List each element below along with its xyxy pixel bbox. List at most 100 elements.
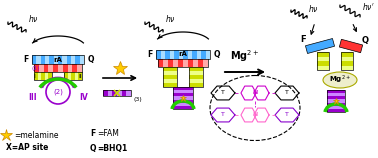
- Text: =FAM: =FAM: [97, 128, 119, 137]
- Text: T: T: [285, 91, 289, 95]
- Bar: [178, 59, 183, 67]
- Text: X=AP site: X=AP site: [6, 143, 48, 152]
- Bar: [183, 59, 188, 67]
- Text: (2): (2): [53, 89, 63, 95]
- Text: M: M: [252, 91, 258, 95]
- Bar: [173, 100, 193, 103]
- Bar: [126, 90, 131, 96]
- Bar: [58, 64, 63, 72]
- Bar: [158, 59, 208, 67]
- Bar: [188, 59, 193, 67]
- Bar: [77, 64, 82, 72]
- Bar: [34, 72, 52, 80]
- Bar: [78, 72, 82, 80]
- Bar: [163, 83, 177, 87]
- Bar: [34, 64, 39, 72]
- Bar: [327, 93, 345, 96]
- Bar: [75, 55, 80, 64]
- Bar: [189, 67, 203, 87]
- Text: Q: Q: [90, 143, 96, 152]
- Bar: [71, 72, 75, 80]
- Bar: [64, 72, 82, 80]
- Bar: [341, 57, 353, 61]
- Bar: [341, 52, 353, 70]
- Text: Mg$^{2+}$: Mg$^{2+}$: [329, 74, 351, 86]
- Text: (3): (3): [133, 97, 142, 102]
- Bar: [178, 50, 183, 59]
- Bar: [327, 103, 345, 106]
- Text: I: I: [33, 73, 35, 79]
- Polygon shape: [305, 39, 335, 54]
- Bar: [173, 87, 193, 90]
- Text: rA: rA: [54, 57, 62, 63]
- Bar: [158, 59, 163, 67]
- Text: rA: rA: [178, 52, 187, 58]
- Bar: [317, 52, 329, 57]
- Bar: [67, 55, 71, 64]
- Bar: [327, 106, 345, 109]
- Bar: [187, 50, 192, 59]
- Bar: [317, 52, 329, 70]
- Bar: [32, 55, 36, 64]
- Bar: [48, 64, 53, 72]
- Text: III: III: [28, 94, 37, 103]
- Bar: [68, 64, 73, 72]
- Bar: [32, 55, 84, 64]
- Bar: [173, 93, 193, 96]
- Bar: [327, 90, 345, 93]
- Bar: [341, 61, 353, 66]
- Bar: [103, 90, 131, 96]
- Text: M: M: [252, 112, 258, 118]
- Bar: [62, 55, 67, 64]
- Bar: [173, 96, 193, 100]
- Text: $h\nu$: $h\nu$: [28, 12, 39, 24]
- Circle shape: [46, 80, 70, 104]
- Bar: [317, 57, 329, 61]
- Bar: [168, 59, 173, 67]
- Bar: [317, 66, 329, 70]
- Bar: [112, 90, 117, 96]
- Bar: [189, 83, 203, 87]
- Bar: [63, 64, 68, 72]
- Bar: [163, 67, 177, 87]
- Text: $h\nu$: $h\nu$: [165, 12, 176, 24]
- Text: Q: Q: [214, 50, 220, 59]
- Bar: [173, 90, 193, 93]
- Text: T: T: [221, 91, 225, 95]
- Bar: [163, 75, 177, 79]
- Bar: [189, 67, 203, 71]
- Bar: [193, 59, 198, 67]
- Bar: [37, 72, 41, 80]
- Bar: [169, 50, 174, 59]
- Bar: [163, 71, 177, 75]
- Bar: [174, 50, 178, 59]
- Bar: [173, 103, 193, 106]
- Text: T: T: [221, 112, 225, 118]
- Text: IV: IV: [79, 94, 88, 103]
- Bar: [34, 64, 82, 72]
- Bar: [198, 59, 203, 67]
- Text: (1): (1): [31, 66, 40, 71]
- Bar: [327, 96, 345, 99]
- Bar: [75, 72, 78, 80]
- Bar: [34, 72, 37, 80]
- Bar: [58, 55, 62, 64]
- Bar: [45, 55, 50, 64]
- Bar: [173, 87, 193, 109]
- Text: $h\nu'$: $h\nu'$: [362, 1, 375, 12]
- Text: =BHQ1: =BHQ1: [97, 143, 127, 152]
- Bar: [203, 59, 208, 67]
- Text: F: F: [147, 50, 152, 59]
- Bar: [108, 90, 112, 96]
- Bar: [206, 50, 210, 59]
- Text: F: F: [90, 128, 95, 137]
- Bar: [341, 66, 353, 70]
- Text: Q: Q: [88, 55, 94, 64]
- Bar: [197, 50, 201, 59]
- Bar: [163, 67, 177, 71]
- Text: Q: Q: [362, 36, 369, 45]
- Bar: [163, 59, 168, 67]
- Bar: [189, 71, 203, 75]
- Bar: [50, 55, 54, 64]
- Bar: [48, 72, 52, 80]
